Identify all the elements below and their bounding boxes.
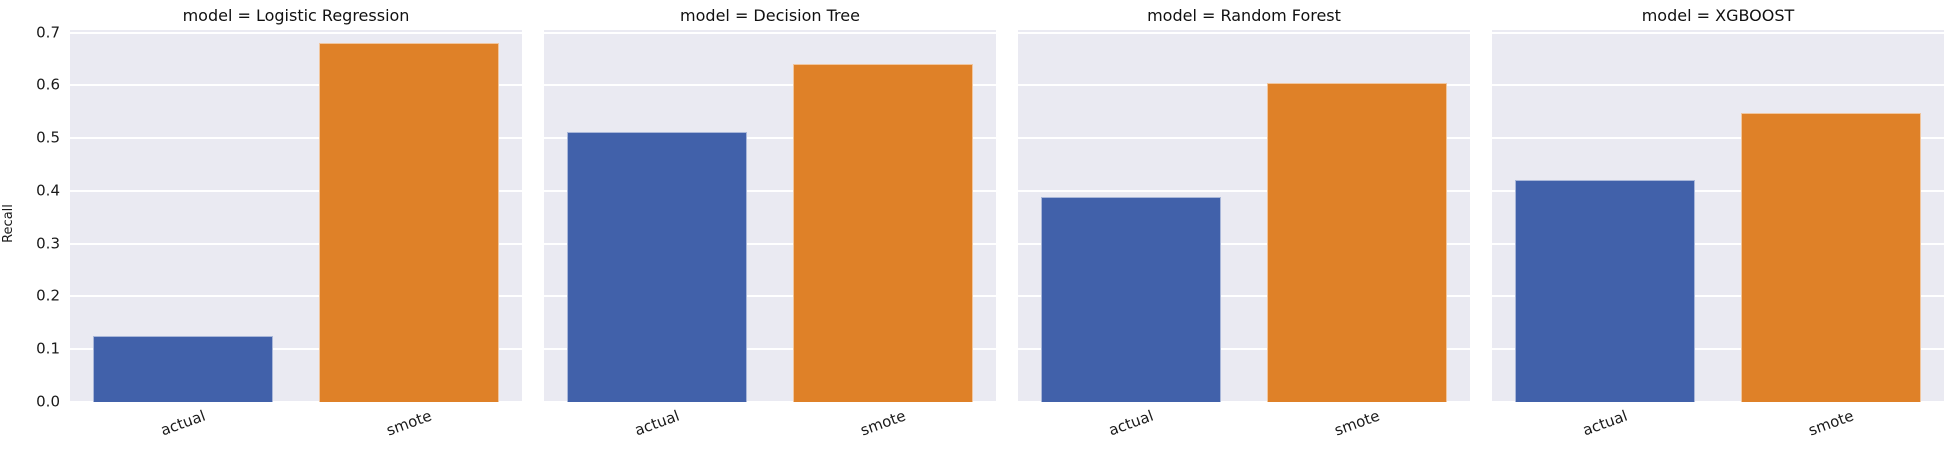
x-tick-label: actual — [632, 406, 682, 440]
gridline — [544, 295, 996, 298]
x-tick-label: actual — [158, 406, 208, 440]
facet-panel: model = Random Forest actual smote — [1018, 0, 1470, 453]
bar-smote — [318, 43, 500, 402]
gridline — [1018, 242, 1470, 245]
gridline — [544, 348, 996, 351]
facet-title: model = XGBOOST — [1641, 5, 1795, 25]
gridline — [70, 401, 522, 402]
bar-actual — [92, 335, 274, 402]
x-tick-label: smote — [383, 406, 435, 440]
gridline — [1018, 137, 1470, 140]
plot-area — [1492, 30, 1944, 402]
plot-area — [70, 30, 522, 402]
gridline — [70, 137, 522, 140]
y-tick-label: 0.7 — [36, 23, 60, 42]
facet-title: model = Random Forest — [1147, 5, 1341, 25]
gridline — [544, 137, 996, 140]
gridline — [70, 348, 522, 351]
gridline — [1018, 401, 1470, 402]
plot-area — [544, 30, 996, 402]
x-axis: actual smote — [1492, 402, 1944, 453]
facet-title: model = Logistic Regression — [182, 5, 410, 25]
y-tick-label: 0.1 — [36, 339, 60, 358]
y-tick-label: 0.0 — [36, 392, 60, 411]
gridline — [1492, 31, 1944, 34]
gridline — [70, 242, 522, 245]
bar-actual — [1040, 196, 1222, 402]
facet-panel: model = XGBOOST actual smote — [1492, 0, 1944, 453]
bar-actual — [1514, 180, 1696, 402]
gridline — [1018, 31, 1470, 34]
gridline — [544, 84, 996, 87]
facet-title: model = Decision Tree — [680, 5, 860, 25]
y-tick-label: 0.4 — [36, 181, 60, 200]
y-axis: Recall 0.0 0.1 0.2 0.3 0.4 0.5 0.6 0.7 — [0, 0, 70, 453]
gridline — [544, 189, 996, 192]
gridline — [544, 401, 996, 402]
y-tick-label: 0.6 — [36, 75, 60, 94]
facet-panel: model = Logistic Regression actual smote — [70, 0, 522, 453]
gridline — [70, 84, 522, 87]
gridline — [1492, 401, 1944, 402]
plot-area — [1018, 30, 1470, 402]
x-tick-label: smote — [857, 406, 909, 440]
gridline — [1492, 84, 1944, 87]
x-tick-label: smote — [1331, 406, 1383, 440]
y-tick-label: 0.2 — [36, 286, 60, 305]
gridline — [544, 242, 996, 245]
y-tick-label: 0.3 — [36, 234, 60, 253]
gridline — [1492, 348, 1944, 351]
bar-smote — [792, 63, 974, 402]
gridline — [1018, 348, 1470, 351]
bar-actual — [566, 131, 748, 402]
bar-smote — [1740, 113, 1922, 402]
x-axis: actual smote — [70, 402, 522, 453]
gridline — [1018, 84, 1470, 87]
gridline — [1018, 189, 1470, 192]
x-tick-label: smote — [1805, 406, 1857, 440]
gridline — [1018, 295, 1470, 298]
facet-panel: model = Decision Tree actual smote — [544, 0, 996, 453]
gridline — [1492, 242, 1944, 245]
x-axis: actual smote — [544, 402, 996, 453]
x-axis: actual smote — [1018, 402, 1470, 453]
bar-smote — [1266, 82, 1448, 402]
x-tick-label: actual — [1106, 406, 1156, 440]
gridline — [1492, 295, 1944, 298]
gridline — [70, 189, 522, 192]
gridline — [70, 31, 522, 34]
facet-row: model = Logistic Regression actual smote mo… — [70, 0, 1944, 453]
gridline — [1492, 189, 1944, 192]
gridline — [1492, 137, 1944, 140]
gridline — [544, 31, 996, 34]
x-tick-label: actual — [1580, 406, 1630, 440]
gridline — [70, 295, 522, 298]
y-tick-label: 0.5 — [36, 128, 60, 147]
